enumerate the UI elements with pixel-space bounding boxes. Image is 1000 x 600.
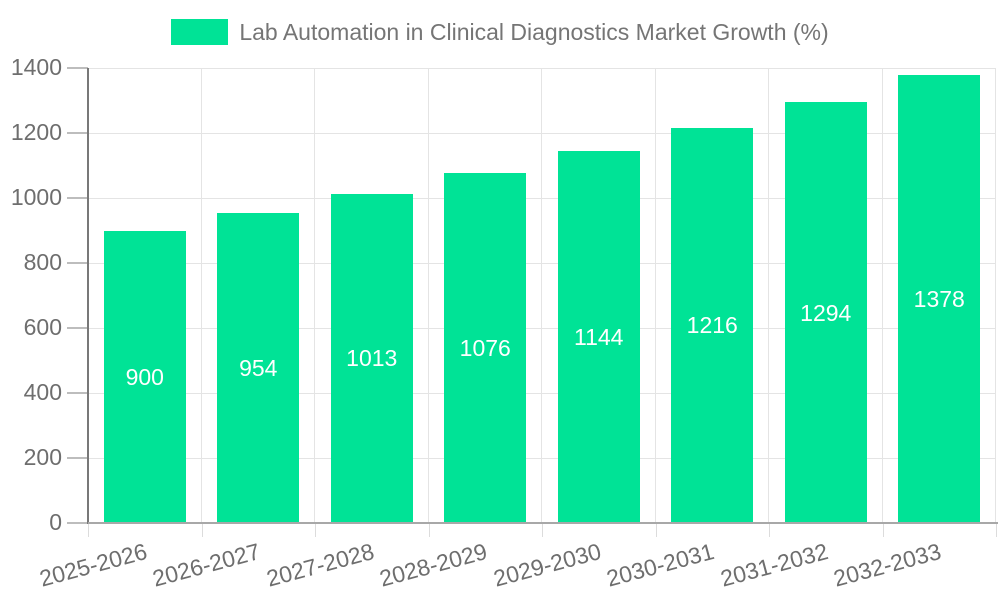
- x-axis-tick: [769, 524, 770, 537]
- x-axis-label: 2026-2027: [149, 538, 263, 592]
- bar[interactable]: 954: [217, 212, 300, 523]
- x-axis-tick: [542, 524, 543, 537]
- bar[interactable]: 1294: [784, 102, 867, 523]
- y-axis-labels: 0 200 400 600 800 1000 1200 1400: [0, 54, 68, 535]
- x-axis-tick: [428, 524, 430, 537]
- x-axis-tick: [882, 524, 884, 537]
- x-axis-label: 2027-2028: [263, 538, 377, 592]
- y-axis-label: 200: [23, 443, 62, 470]
- v-gridline: [995, 68, 996, 523]
- v-gridline: [768, 68, 769, 523]
- x-axis-label: 2032-2033: [830, 538, 944, 592]
- y-axis-label: 600: [23, 313, 62, 340]
- v-gridline: [427, 68, 429, 523]
- h-gridline: [88, 327, 996, 329]
- x-axis-tick: [315, 524, 316, 537]
- legend-swatch-icon: [171, 19, 229, 45]
- plot-area: 900 954 1013 1076 1144 1216 1294 1378: [88, 67, 996, 523]
- h-gridline: [88, 197, 996, 199]
- y-axis-tick: [67, 262, 88, 264]
- y-axis-tick: [67, 132, 88, 134]
- x-axis-label: 2031-2032: [717, 538, 831, 592]
- x-axis-labels: 2025-2026 2026-2027 2027-2028 2028-2029 2029…: [36, 534, 996, 598]
- y-axis-label: 1000: [10, 183, 62, 210]
- bar-value-label: 1294: [800, 299, 852, 326]
- bar[interactable]: 1216: [671, 127, 754, 523]
- y-axis-label: 400: [23, 378, 62, 405]
- h-gridline: [88, 392, 996, 394]
- x-axis-line: [88, 522, 998, 524]
- h-gridline: [88, 67, 996, 69]
- bar-value-label: 1076: [459, 335, 511, 362]
- x-axis-tick: [996, 524, 997, 537]
- x-axis-label: 2025-2026: [36, 538, 150, 592]
- bar[interactable]: 900: [103, 230, 186, 523]
- x-axis-tick: [655, 524, 657, 537]
- y-axis-line: [87, 68, 89, 524]
- bar-value-label: 1378: [913, 286, 965, 313]
- y-axis-tick: [67, 197, 88, 199]
- x-axis-label: 2030-2031: [603, 538, 717, 592]
- x-axis-tick: [201, 524, 203, 537]
- bar[interactable]: 1144: [557, 151, 640, 523]
- y-axis-label: 0: [49, 508, 62, 535]
- y-axis-label: 800: [23, 248, 62, 275]
- legend-label: Lab Automation in Clinical Diagnostics M…: [239, 18, 829, 45]
- bar[interactable]: 1076: [444, 173, 527, 523]
- v-gridline: [541, 68, 542, 523]
- y-axis-tick: [67, 67, 88, 69]
- y-axis-tick: [67, 522, 88, 524]
- bar-value-label: 954: [239, 354, 278, 381]
- bar-value-label: 1216: [686, 312, 738, 339]
- h-gridline: [88, 457, 996, 459]
- bar-value-label: 900: [125, 363, 164, 390]
- bar[interactable]: 1378: [898, 75, 981, 523]
- chart-legend[interactable]: Lab Automation in Clinical Diagnostics M…: [0, 14, 1000, 50]
- h-gridline: [88, 132, 996, 134]
- bar[interactable]: 1013: [330, 193, 413, 523]
- bar-value-label: 1144: [574, 324, 624, 351]
- v-gridline: [200, 68, 202, 523]
- bar-value-label: 1013: [346, 345, 398, 372]
- y-axis-label: 1200: [10, 118, 62, 145]
- y-axis-tick: [67, 457, 88, 459]
- v-gridline: [314, 68, 315, 523]
- v-gridline: [654, 68, 656, 523]
- v-gridline: [881, 68, 883, 523]
- x-axis-label: 2029-2030: [490, 538, 604, 592]
- x-axis-label: 2028-2029: [376, 538, 490, 592]
- y-axis-label: 1400: [10, 53, 62, 80]
- y-axis-tick: [67, 327, 88, 329]
- y-axis-tick: [67, 392, 88, 394]
- x-axis-tick: [88, 524, 89, 537]
- h-gridline: [88, 262, 996, 264]
